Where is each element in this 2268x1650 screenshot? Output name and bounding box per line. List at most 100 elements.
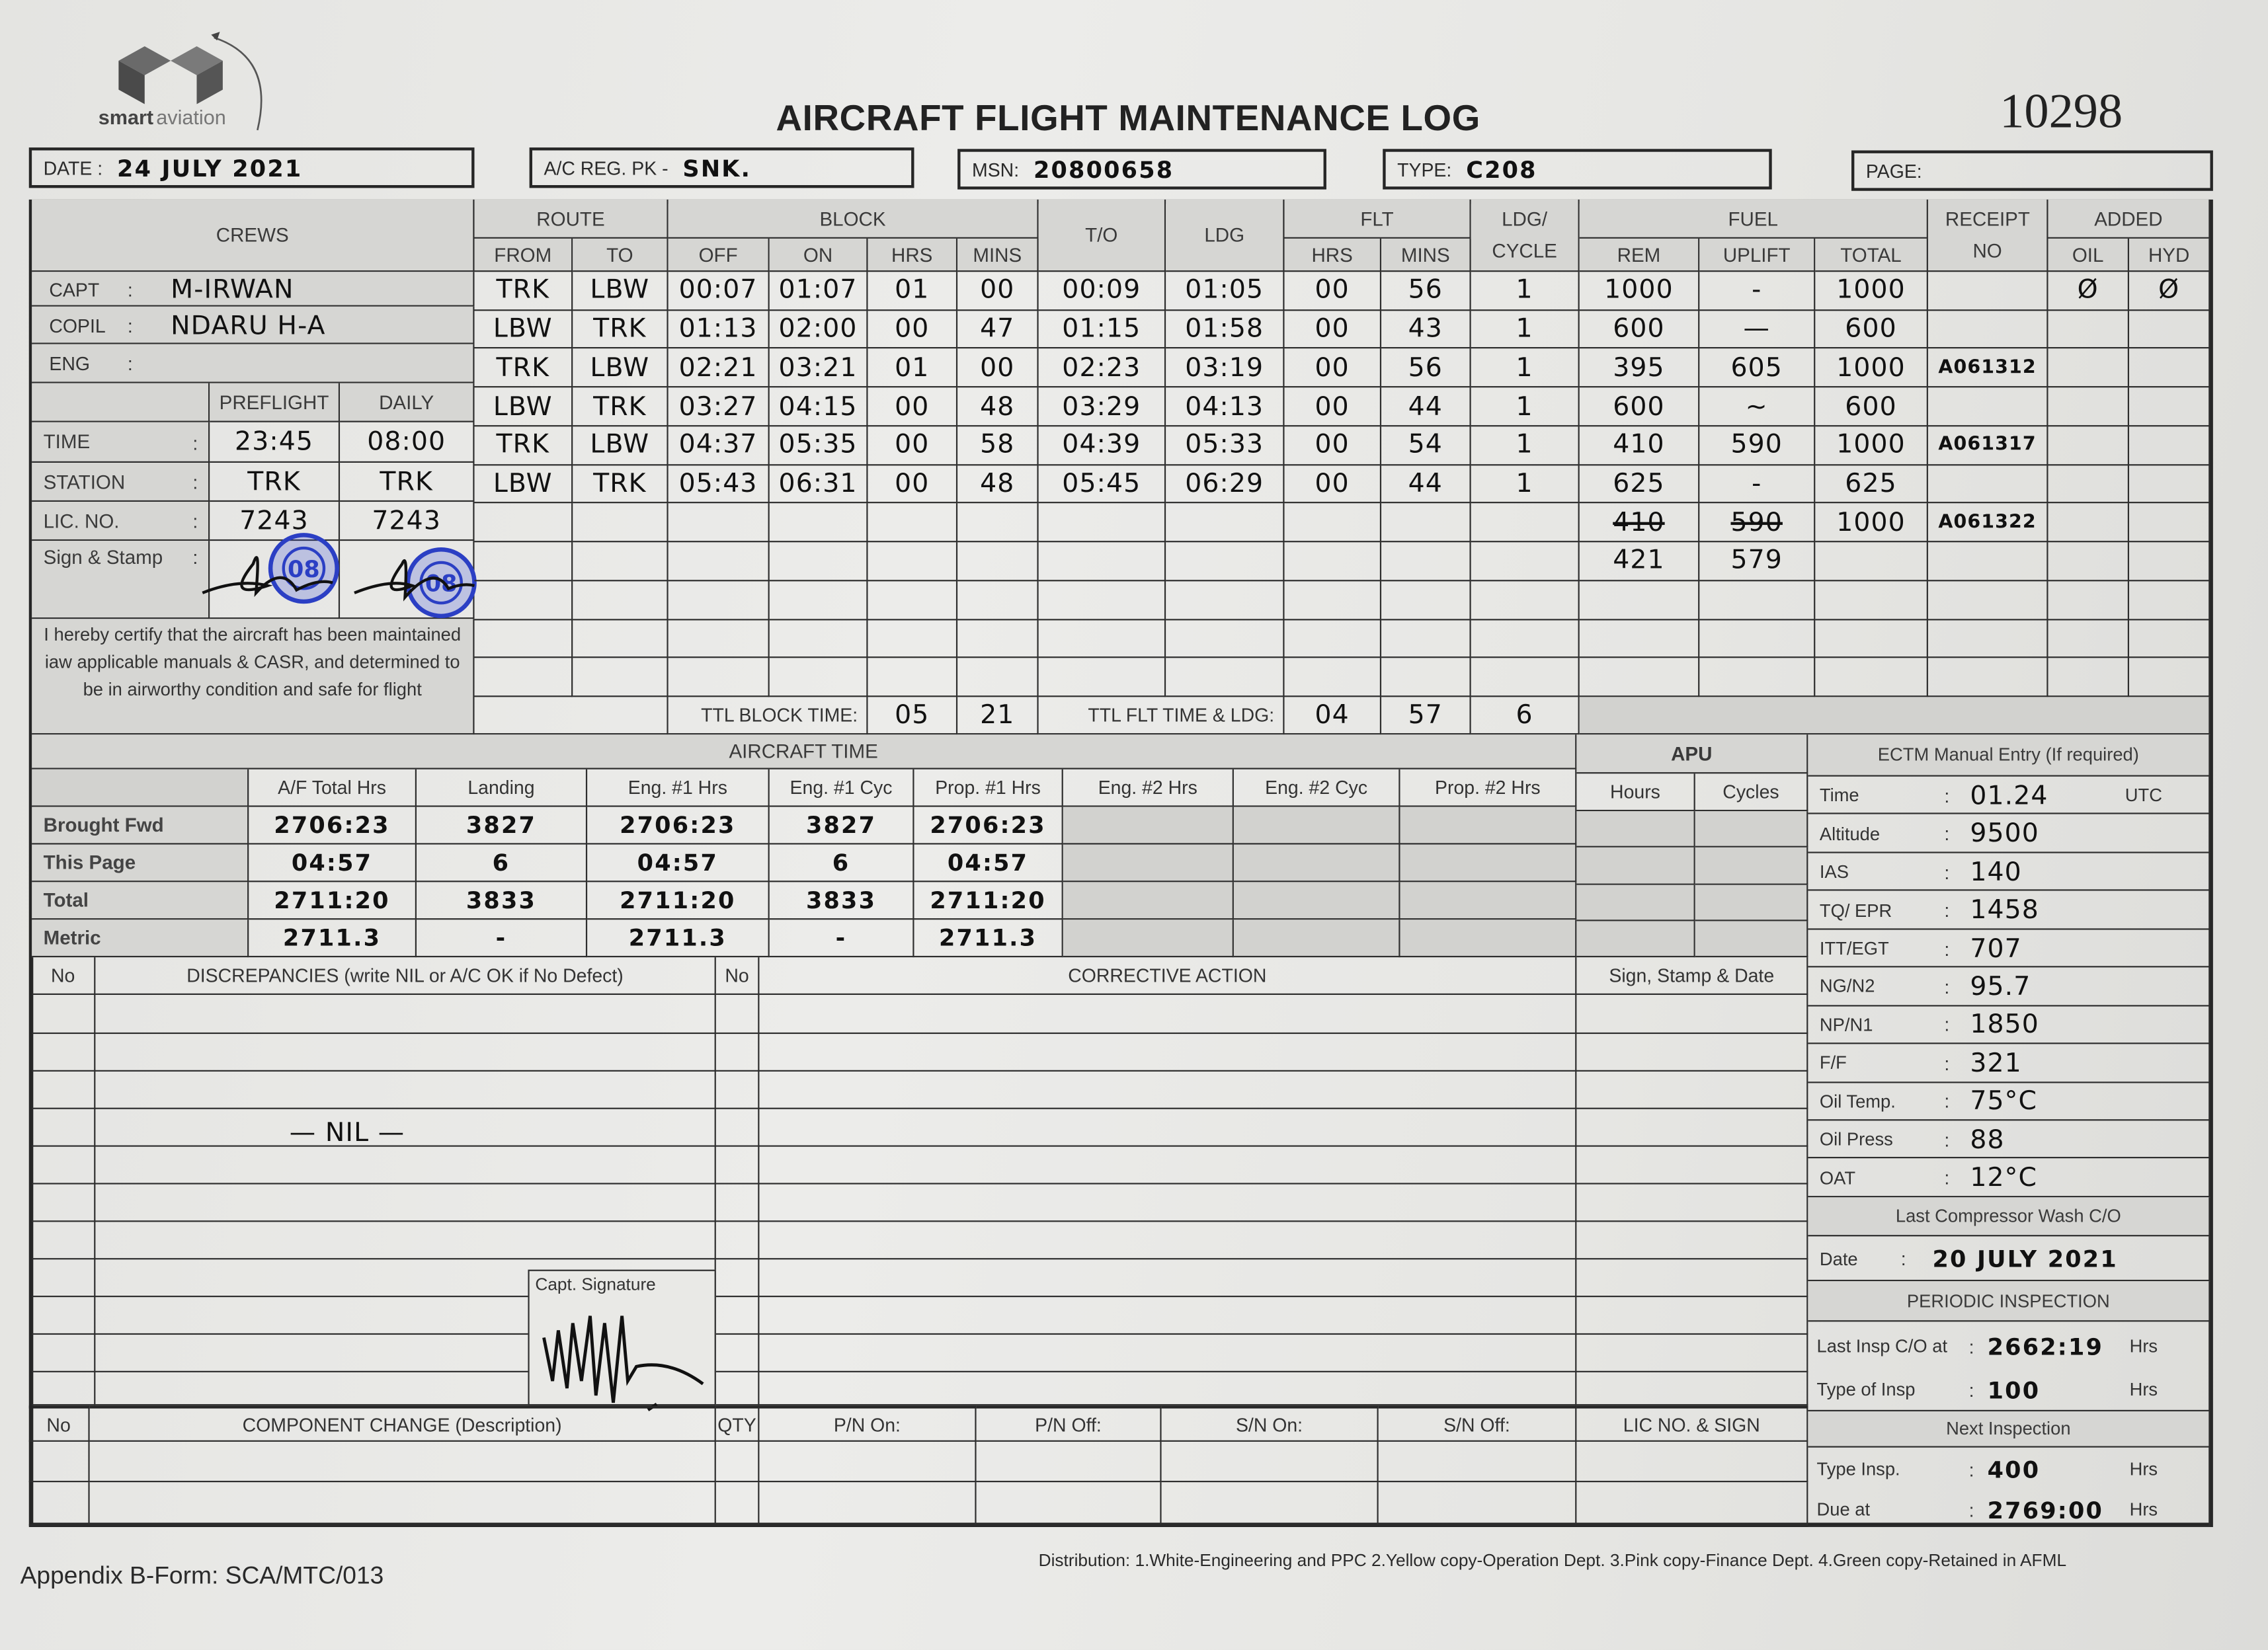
flight-cell-to[interactable]: TRK [573, 387, 668, 427]
apu-cycles-cell[interactable] [1695, 847, 1808, 884]
flight-cell-uplift[interactable] [1699, 619, 1816, 658]
flight-cell-from[interactable] [474, 542, 573, 581]
flight-cell-hyd[interactable] [2129, 580, 2210, 620]
ectm-value[interactable]: 1458 [1970, 895, 2039, 926]
ectm-value[interactable]: 321 [1970, 1048, 2022, 1079]
flight-cell-total[interactable]: 1000 [1815, 272, 1928, 311]
flight-cell-from[interactable]: LBW [474, 310, 573, 350]
aircraft-time-cell[interactable] [1063, 844, 1234, 883]
apu-hours-cell[interactable] [1576, 884, 1695, 922]
flight-cell-off[interactable] [668, 619, 770, 658]
flight-cell-flt-hrs[interactable] [1284, 580, 1382, 620]
flight-cell-on[interactable]: 03:21 [769, 349, 868, 388]
component-cell[interactable] [1161, 1482, 1379, 1526]
flight-cell-ldg-time[interactable] [1166, 619, 1285, 658]
flight-cell-flt-hrs[interactable] [1284, 504, 1382, 543]
flight-cell-total[interactable]: 600 [1815, 310, 1928, 350]
flight-cell-flt-hrs[interactable] [1284, 619, 1382, 658]
flight-cell-oil[interactable] [2048, 504, 2129, 543]
flight-cell-to-time[interactable]: 01:15 [1038, 310, 1166, 350]
aircraft-time-cell[interactable]: 3833 [417, 882, 588, 920]
daily-station[interactable]: TRK [340, 463, 475, 502]
ectm-value[interactable]: 1850 [1970, 1009, 2039, 1041]
flight-cell-on[interactable]: 01:07 [769, 272, 868, 311]
flight-cell-off[interactable] [668, 542, 770, 581]
flight-cell-total[interactable]: 1000 [1815, 349, 1928, 388]
ttl-flt-mins[interactable]: 57 [1381, 697, 1471, 735]
ttl-landings[interactable]: 6 [1471, 697, 1580, 735]
flight-cell-on[interactable]: 02:00 [769, 310, 868, 350]
component-cell[interactable] [715, 1441, 760, 1483]
flight-cell-receipt[interactable]: A061317 [1927, 426, 2048, 465]
flight-cell-flt-hrs[interactable] [1284, 658, 1382, 697]
flight-cell-from[interactable] [474, 580, 573, 620]
type-of-inspection-value[interactable]: 100 [1987, 1376, 2041, 1403]
flight-cell-uplift[interactable]: 590 [1699, 426, 1816, 465]
flight-cell-uplift[interactable]: 605 [1699, 349, 1816, 388]
flight-cell-ldg-time[interactable]: 05:33 [1166, 426, 1285, 465]
flight-cell-uplift[interactable]: ~ [1699, 387, 1816, 427]
apu-hours-cell[interactable] [1576, 847, 1695, 884]
flight-cell-to-time[interactable]: 00:09 [1038, 272, 1166, 311]
aircraft-time-cell[interactable] [1233, 882, 1400, 920]
flight-cell-blk-hrs[interactable] [868, 542, 958, 581]
flight-cell-oil[interactable] [2048, 465, 2129, 504]
flight-cell-hyd[interactable] [2129, 504, 2210, 543]
aircraft-time-cell[interactable] [1400, 806, 1577, 845]
flight-cell-blk-mins[interactable]: 00 [957, 272, 1039, 311]
flight-cell-blk-mins[interactable] [957, 542, 1039, 581]
flight-cell-off[interactable]: 02:21 [668, 349, 770, 388]
flight-cell-off[interactable]: 05:43 [668, 465, 770, 504]
flight-cell-cycle[interactable] [1471, 542, 1580, 581]
flight-cell-blk-mins[interactable]: 48 [957, 387, 1039, 427]
flight-cell-rem[interactable]: 1000 [1579, 272, 1700, 311]
corrective-action-area[interactable] [759, 995, 1577, 1406]
flight-cell-flt-hrs[interactable]: 00 [1284, 387, 1382, 427]
flight-cell-flt-mins[interactable]: 43 [1381, 310, 1471, 350]
aircraft-time-cell[interactable]: 6 [417, 844, 588, 883]
flight-cell-blk-hrs[interactable]: 00 [868, 310, 958, 350]
flight-cell-from[interactable]: TRK [474, 426, 573, 465]
flight-cell-oil[interactable] [2048, 349, 2129, 388]
flight-cell-to[interactable]: LBW [573, 426, 668, 465]
flight-cell-blk-hrs[interactable] [868, 619, 958, 658]
flight-cell-hyd[interactable] [2129, 349, 2210, 388]
aircraft-time-cell[interactable]: 2711:20 [587, 882, 770, 920]
flight-cell-rem[interactable]: 395 [1579, 349, 1700, 388]
aircraft-time-cell[interactable] [1400, 882, 1577, 920]
apu-cycles-cell[interactable] [1695, 811, 1808, 848]
flight-cell-oil[interactable] [2048, 580, 2129, 620]
aircraft-time-cell[interactable]: 2711:20 [914, 882, 1063, 920]
component-cell[interactable] [28, 1441, 90, 1483]
flight-cell-blk-hrs[interactable]: 00 [868, 426, 958, 465]
flight-cell-on[interactable] [769, 580, 868, 620]
flight-cell-to[interactable] [573, 504, 668, 543]
aircraft-time-cell[interactable]: 2711.3 [914, 920, 1063, 958]
flight-cell-blk-hrs[interactable]: 00 [868, 387, 958, 427]
component-cell[interactable] [28, 1482, 90, 1526]
flight-cell-total[interactable] [1815, 580, 1928, 620]
crew-name-capt[interactable]: M-IRWAN [171, 274, 294, 305]
ectm-value[interactable]: 88 [1970, 1124, 2005, 1156]
aircraft-registration-field[interactable]: A/C REG. PK - SNK. [529, 147, 914, 188]
flight-cell-on[interactable] [769, 619, 868, 658]
flight-cell-to-time[interactable] [1038, 504, 1166, 543]
flight-cell-to-time[interactable] [1038, 619, 1166, 658]
flight-cell-uplift[interactable]: 579 [1699, 542, 1816, 581]
apu-hours-cell[interactable] [1576, 921, 1695, 958]
flight-cell-to[interactable] [573, 542, 668, 581]
flight-cell-total[interactable]: 1000 [1815, 504, 1928, 543]
flight-cell-receipt[interactable] [1927, 272, 2048, 311]
ectm-value[interactable]: 01.24 [1970, 780, 2048, 811]
flight-cell-total[interactable]: 625 [1815, 465, 1928, 504]
flight-cell-ldg-time[interactable] [1166, 504, 1285, 543]
flight-cell-to[interactable]: TRK [573, 310, 668, 350]
aircraft-time-cell[interactable]: 2706:23 [914, 806, 1063, 845]
flight-cell-total[interactable] [1815, 619, 1928, 658]
flight-cell-on[interactable] [769, 658, 868, 697]
aircraft-time-cell[interactable] [1063, 806, 1234, 845]
flight-cell-to-time[interactable] [1038, 542, 1166, 581]
flight-cell-flt-mins[interactable]: 44 [1381, 465, 1471, 504]
component-cell[interactable] [1576, 1482, 1808, 1526]
flight-cell-on[interactable]: 04:15 [769, 387, 868, 427]
